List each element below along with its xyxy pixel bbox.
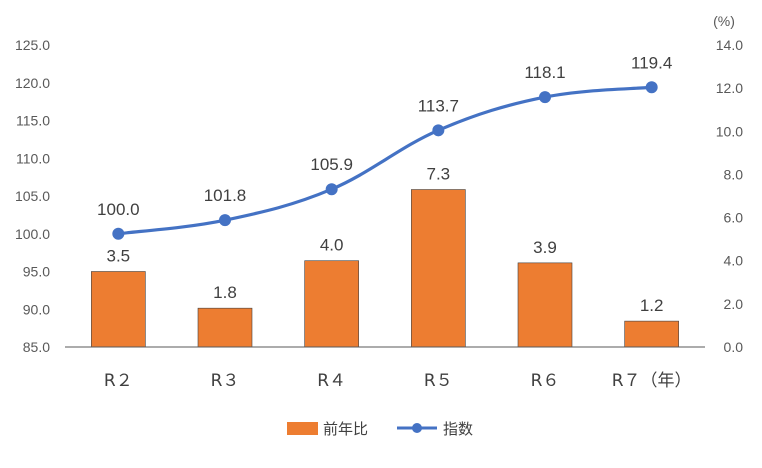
right-tick-label: 14.0 (716, 37, 743, 53)
legend-bar-swatch (287, 422, 318, 435)
legend-line-marker (412, 423, 422, 433)
left-tick-label: 115.0 (16, 113, 50, 129)
legend-bar-label: 前年比 (323, 420, 368, 438)
category-labels: R２ R３ R４ R５ R６ R７（年） (104, 371, 692, 391)
category-label: R７（年） (612, 371, 692, 391)
left-tick-label: 110.0 (16, 150, 50, 166)
index-point (325, 183, 338, 196)
bar (197, 307, 253, 348)
left-tick-label: 120.0 (15, 75, 50, 91)
bar (91, 271, 146, 348)
category-label: R２ (104, 371, 133, 391)
index-data-label: 119.4 (631, 53, 672, 72)
bar (624, 320, 679, 348)
index-data-label: 101.8 (204, 186, 247, 205)
index-point (645, 81, 658, 94)
bar (411, 189, 466, 348)
bar (517, 262, 573, 348)
right-tick-label: 2.0 (724, 296, 744, 312)
legend-line-label: 指数 (443, 420, 473, 438)
left-tick-label: 95.0 (23, 264, 50, 280)
left-tick-label: 90.0 (23, 301, 50, 317)
bar-data-label: 4.0 (320, 236, 344, 255)
index-point (112, 227, 125, 240)
bar-data-label: 3.9 (533, 238, 557, 257)
index-data-label: 105.9 (310, 155, 353, 174)
right-tick-label: 4.0 (724, 253, 744, 269)
right-tick-label: 8.0 (724, 166, 744, 182)
legend: 前年比 指数 (287, 420, 473, 438)
index-data-label: 100.0 (97, 200, 140, 219)
line-series: 100.0 101.8 105.9 113.7 118.1 119.4 (97, 53, 672, 240)
right-tick-label: 0.0 (724, 339, 744, 355)
bar-data-label: 7.3 (427, 165, 451, 184)
right-axis-unit: (%) (713, 13, 735, 29)
bar-data-label: 3.5 (107, 247, 131, 266)
left-tick-label: 105.0 (15, 188, 50, 204)
right-axis-ticks: 0.0 2.0 4.0 6.0 8.0 10.0 12.0 14.0 (716, 37, 743, 355)
left-axis-ticks: 85.0 90.0 95.0 100.0 105.0 110.0 115.0 120.0 125… (15, 37, 50, 355)
left-tick-label: 85.0 (23, 339, 50, 355)
index-point (219, 214, 231, 227)
left-tick-label: 100.0 (15, 226, 50, 242)
right-tick-label: 10.0 (716, 123, 743, 139)
index-point (539, 91, 551, 104)
bar-data-label: 1.2 (640, 296, 664, 315)
index-data-label: 113.7 (418, 96, 459, 115)
category-label: R３ (211, 371, 240, 391)
index-line (118, 85, 652, 236)
category-label: R６ (531, 371, 560, 391)
right-tick-label: 12.0 (716, 80, 743, 96)
left-tick-label: 125.0 (15, 37, 50, 53)
index-data-label: 118.1 (524, 63, 565, 82)
bar-data-label: 1.8 (213, 283, 237, 302)
bar (304, 260, 359, 348)
index-point (432, 124, 445, 137)
right-tick-label: 6.0 (724, 210, 744, 226)
category-label: R５ (424, 371, 453, 391)
category-label: R４ (317, 371, 346, 391)
bar-series: 3.5 1.8 4.0 7.3 3.9 1.2 (91, 165, 679, 348)
